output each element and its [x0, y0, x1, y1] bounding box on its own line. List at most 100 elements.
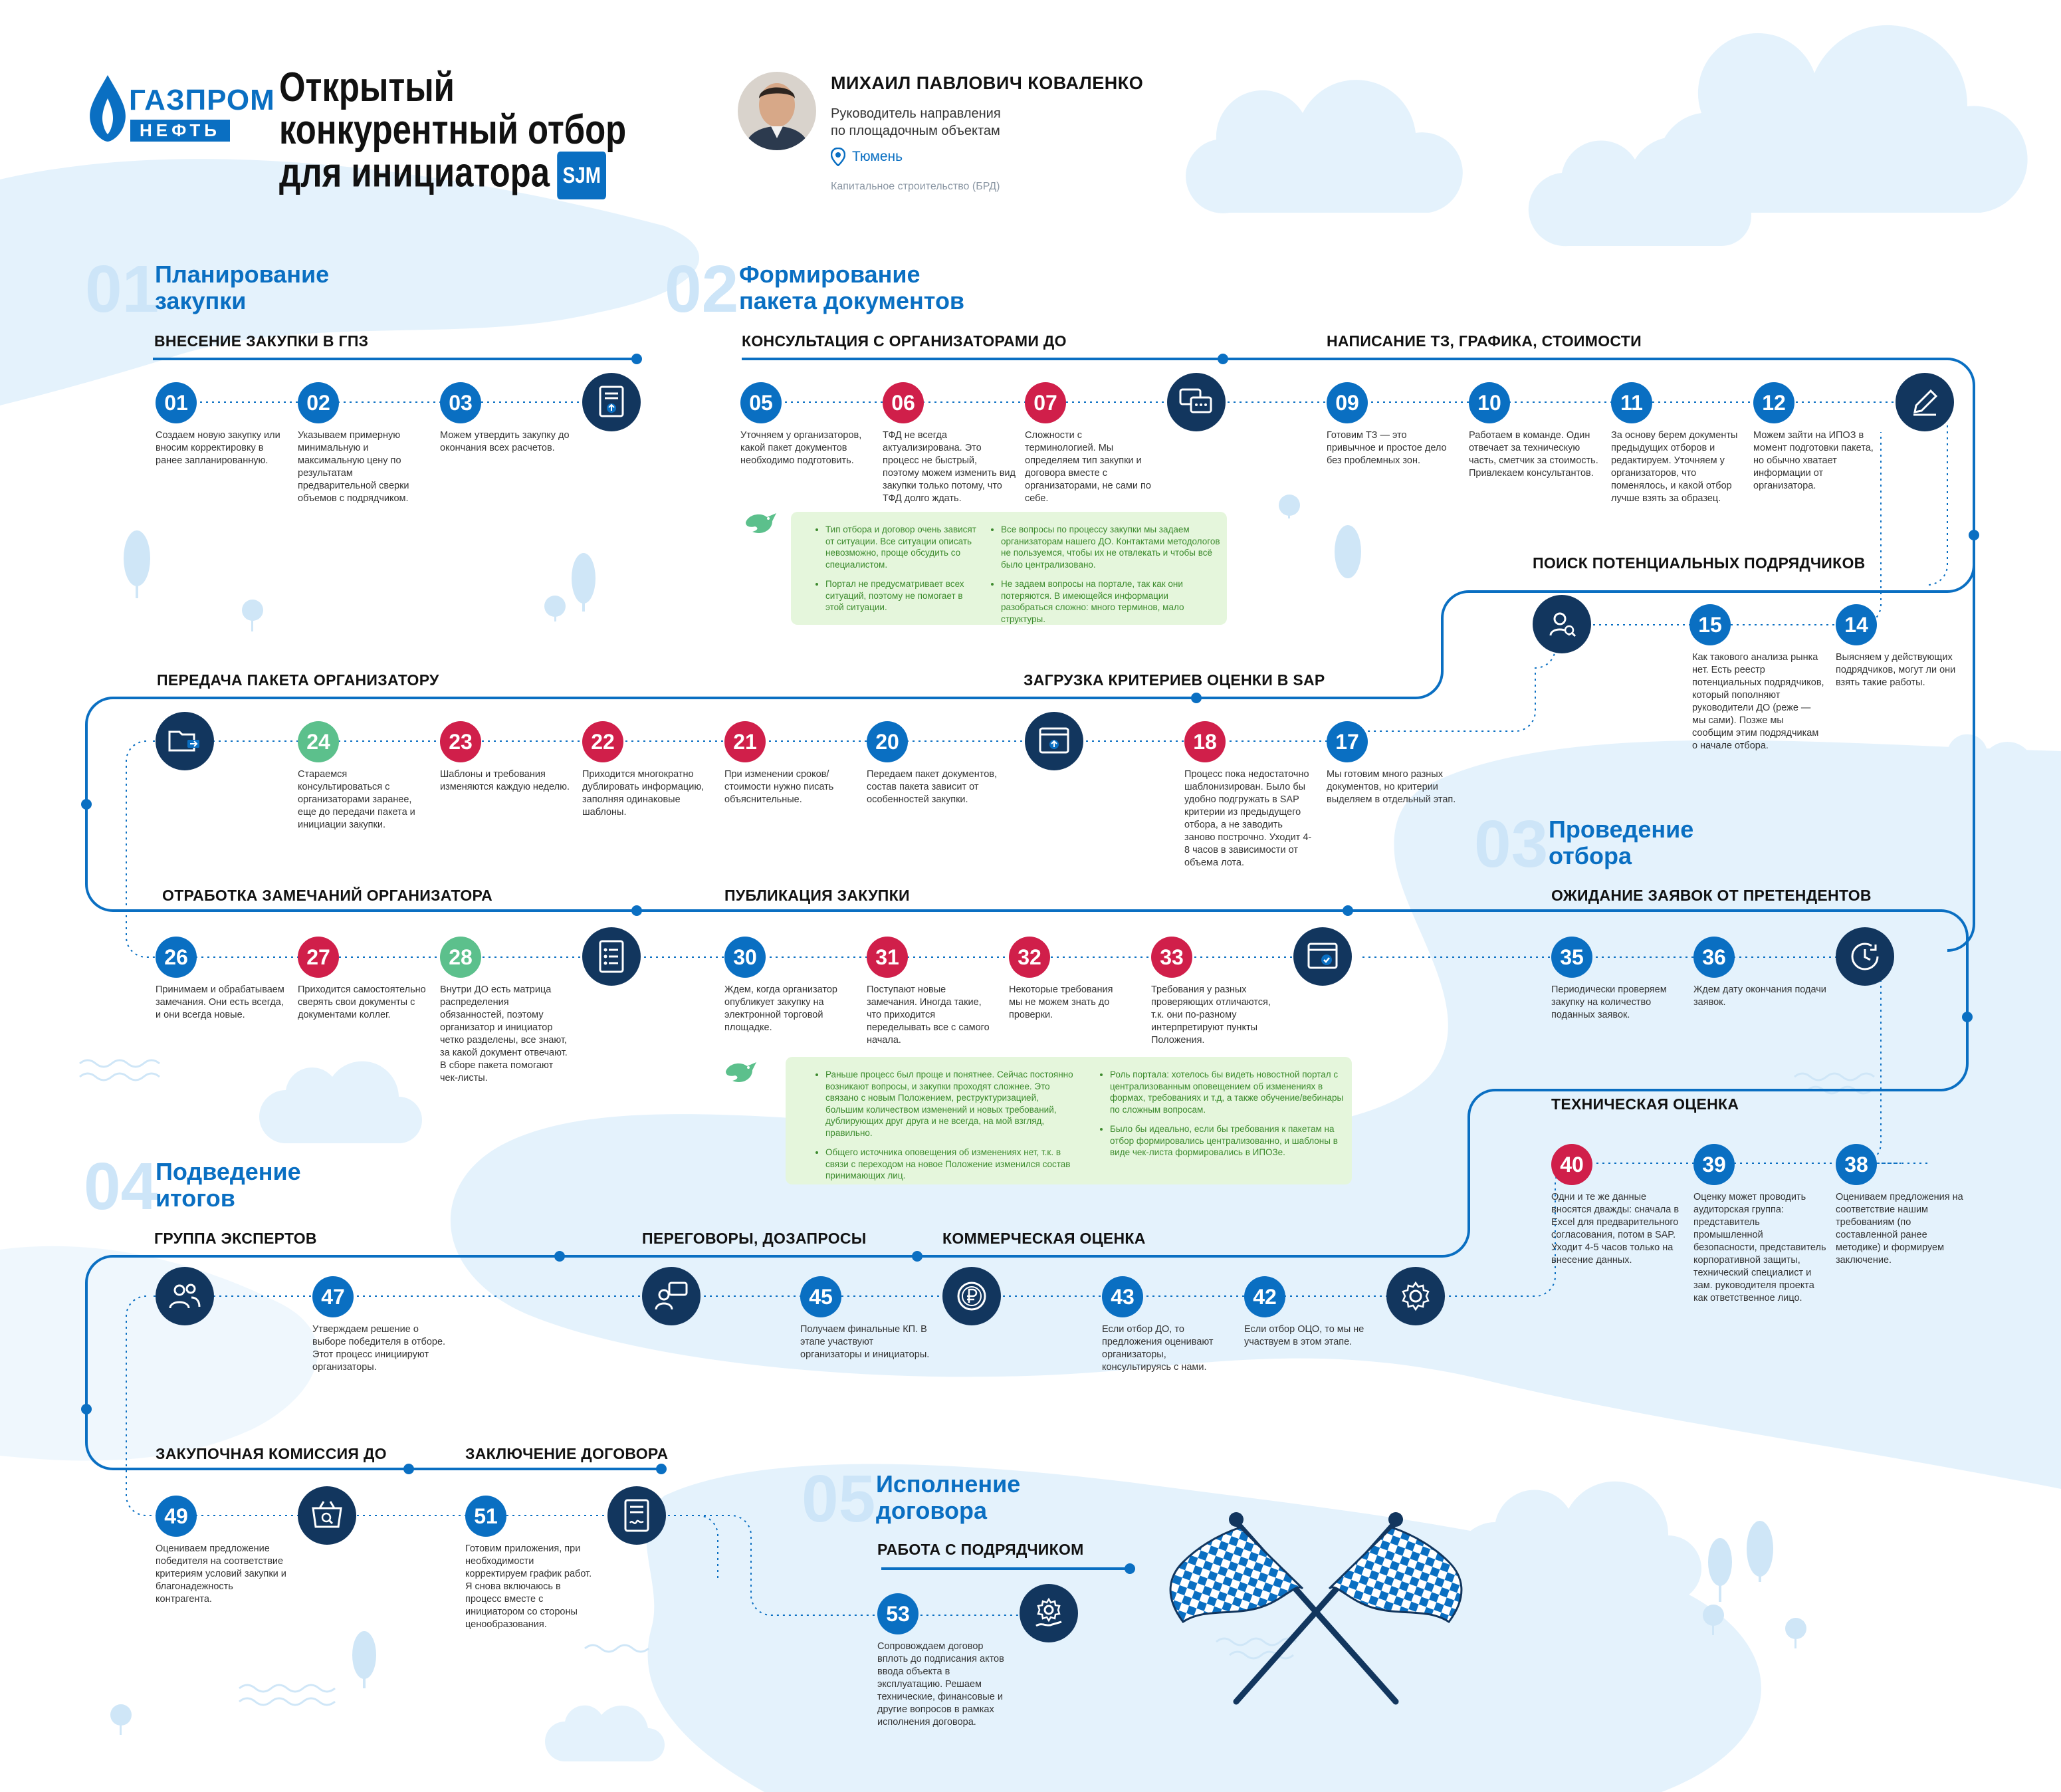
step-24: 24	[298, 721, 339, 762]
step-17: 17	[1327, 721, 1368, 762]
icon-node-consult	[1167, 373, 1226, 431]
step-36: 36	[1693, 937, 1735, 978]
phase-03-title-line-1: Проведение	[1549, 816, 1694, 843]
section-wait: ОЖИДАНИЕ ЗАЯВОК ОТ ПРЕТЕНДЕНТОВ	[1551, 887, 1872, 904]
step-22: 22	[582, 721, 623, 762]
step-39-text: Оценку может проводить аудиторская групп…	[1693, 1192, 1826, 1303]
section-gpz: ВНЕСЕНИЕ ЗАКУПКИ В ГПЗ	[154, 332, 369, 350]
phase-01-number: 01	[85, 252, 160, 326]
chat-icon	[1179, 388, 1212, 413]
step-33: 33	[1151, 937, 1192, 978]
step-12-text: Можем зайти на ИПОЗ в момент подготовки …	[1753, 430, 1874, 491]
step-01-text: Создаем новую закупку или вносим коррект…	[156, 430, 280, 466]
phase-04-title-line-2: итогов	[156, 1184, 235, 1212]
section-remarks: ОТРАБОТКА ЗАМЕЧАНИЙ ОРГАНИЗАТОРА	[162, 887, 493, 904]
step-02-text: Указываем примерную минимальную и максим…	[298, 430, 409, 504]
step-21-text: При изменении сроков/ стоимости нужно пи…	[724, 769, 834, 805]
step-47: 47	[312, 1276, 354, 1317]
step-28: 28	[440, 937, 481, 978]
step-35: 35	[1551, 937, 1592, 978]
contract-icon	[624, 1499, 649, 1532]
page-title-line-1: Открытый	[279, 64, 455, 110]
step-14-text: Выясняем у действующих подрядчиков, могу…	[1836, 652, 1956, 688]
icon-node-commission	[298, 1486, 356, 1545]
section-consult: КОНСУЛЬТАЦИЯ С ОРГАНИЗАТОРАМИ ДО	[742, 332, 1067, 350]
step-26-text: Принимаем и обрабатываем замечания. Они …	[156, 984, 284, 1020]
person-dept: Капитальное строительство (БРД)	[831, 181, 1000, 192]
phase-02: 02 Формирование пакета документов	[665, 252, 964, 326]
page-title-line-2: конкурентный отбор	[279, 107, 627, 153]
step-33-text: Требования у разных проверяющих отличают…	[1151, 984, 1271, 1046]
phase-02-title-line-1: Формирование	[739, 261, 921, 288]
icon-node-negot	[642, 1267, 701, 1325]
step-32-text: Некоторые требования мы не можем знать д…	[1009, 984, 1113, 1020]
step-23-text: Шаблоны и требования изменяются каждую н…	[440, 769, 570, 792]
callout-publication-col-2: Роль портала: хотелось бы видеть новостн…	[1099, 1069, 1349, 1167]
icon-node-search	[1533, 595, 1591, 653]
basket-search-icon	[312, 1501, 342, 1528]
callout-consultation: Тип отбора и договор очень зависят от си…	[791, 512, 1227, 625]
section-sap: ЗАГРУЗКА КРИТЕРИЕВ ОЦЕНКИ В SAP	[1024, 671, 1325, 689]
step-06: 06	[883, 382, 924, 423]
step-38-text: Оцениваем предложения на соответствие на…	[1836, 1192, 1963, 1266]
step-22-text: Приходится многократно дублировать инфор…	[582, 769, 705, 818]
phase-04-number: 04	[84, 1149, 158, 1224]
phase-03: 03 Проведение отбора	[1474, 811, 1693, 877]
step-31: 31	[867, 937, 908, 978]
person-role-1: Руководитель направления	[831, 106, 1001, 121]
page-title-line-3: для инициатора SJM	[279, 152, 671, 199]
step-03: 03	[440, 382, 481, 423]
checkered-flags-icon	[1169, 1512, 1463, 1705]
pen-icon	[1913, 389, 1938, 416]
bird-icon	[726, 1062, 756, 1083]
phase-04-title: Подведение итогов	[156, 1159, 301, 1212]
section-experts: ГРУППА ЭКСПЕРТОВ	[154, 1230, 317, 1247]
step-38: 38	[1836, 1144, 1877, 1185]
icon-node-publish	[1293, 927, 1352, 986]
icon-node-transfer	[156, 712, 214, 770]
bird-icon	[746, 513, 776, 534]
section-work: РАБОТА С ПОДРЯДЧИКОМ	[877, 1541, 1084, 1558]
step-40: 40	[1551, 1144, 1592, 1185]
step-20: 20	[867, 721, 908, 762]
page-title: Открытый конкурентный отбор для инициато…	[279, 66, 758, 199]
icon-node-contract	[607, 1486, 666, 1545]
person-role-2: по площадочным объектам	[831, 124, 1000, 138]
clock-icon	[1851, 943, 1879, 970]
step-15: 15	[1689, 604, 1731, 645]
phase-05-title-line-1: Исполнение	[876, 1470, 1021, 1498]
step-10-text: Работаем в команде. Один отвечает за тех…	[1469, 430, 1598, 479]
phase-04-title-line-1: Подведение	[156, 1158, 301, 1185]
step-18-text: Процесс пока недостаточно шаблонизирован…	[1184, 769, 1312, 868]
step-18: 18	[1184, 721, 1226, 762]
icon-node-experts	[156, 1267, 214, 1325]
ruble-icon	[957, 1282, 986, 1311]
step-17-text: Мы готовим много разных документов, но к…	[1327, 769, 1456, 805]
step-09: 09	[1327, 382, 1368, 423]
step-05-text: Уточняем у организаторов, какой пакет до…	[740, 430, 862, 466]
step-31-text: Поступают новые замечания. Иногда такие,…	[867, 984, 990, 1046]
step-14: 14	[1836, 604, 1877, 645]
callout-consultation-item: Не задаем вопросы на портале, так как он…	[1001, 578, 1220, 625]
phase-02-number: 02	[665, 252, 739, 326]
person-card: МИХАИЛ ПАВЛОВИЧ КОВАЛЕНКО Руководитель н…	[738, 66, 1203, 199]
phase-04: 04 Подведение итогов	[84, 1149, 301, 1224]
gear-icon	[1402, 1281, 1430, 1311]
logo-top-text: ГАЗПРОМ	[129, 84, 275, 116]
icon-node-sap	[1025, 712, 1083, 770]
person-city: Тюмень	[852, 149, 903, 164]
step-28-text: Внутри ДО есть матрица распределения обя…	[440, 984, 568, 1083]
step-01: 01	[156, 382, 197, 423]
callout-consultation-item: Портал не предусматривает всех ситуаций,…	[825, 578, 978, 614]
icon-node-comm	[942, 1267, 1001, 1325]
step-27: 27	[298, 937, 339, 978]
browser-check-icon	[1307, 943, 1338, 969]
phase-02-title-line-2: пакета документов	[739, 287, 965, 314]
section-contract: ЗАКЛЮЧЕНИЕ ДОГОВОРА	[465, 1445, 669, 1462]
icon-node-tz	[1896, 373, 1954, 431]
step-47-text: Утверждаем решение о выборе победителя в…	[312, 1324, 446, 1373]
step-30: 30	[724, 937, 766, 978]
section-commission: ЗАКУПОЧНАЯ КОМИССИЯ ДО	[156, 1445, 387, 1462]
step-27-text: Приходится самостоятельно сверять свои д…	[298, 984, 426, 1020]
